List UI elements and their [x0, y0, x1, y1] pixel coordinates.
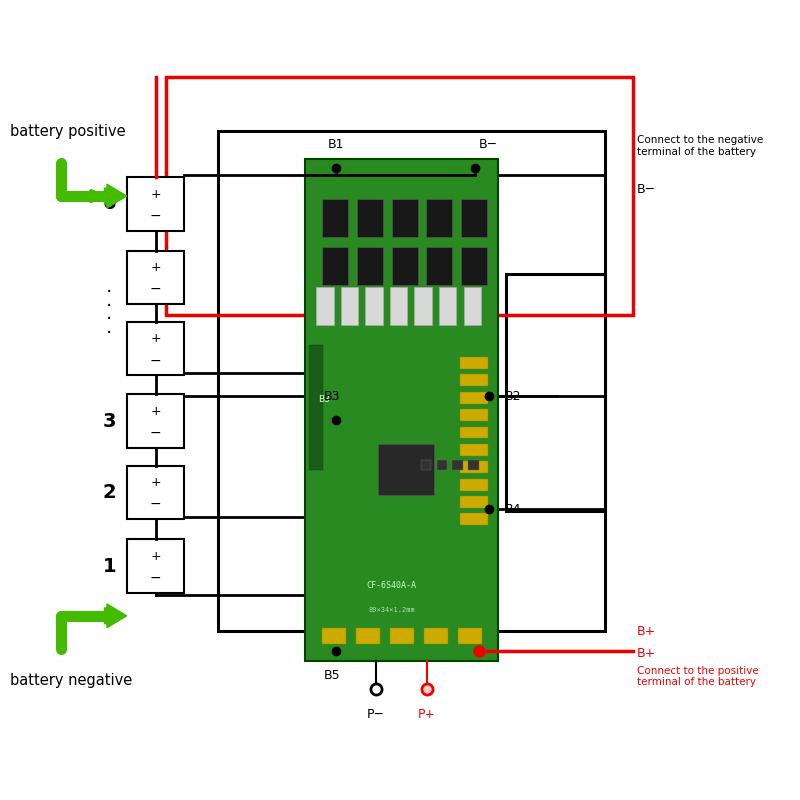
Bar — [126, 466, 185, 519]
Bar — [126, 322, 185, 375]
Text: 6: 6 — [102, 194, 116, 214]
FancyArrow shape — [105, 184, 126, 208]
Text: −: − — [150, 498, 162, 511]
Bar — [460, 357, 488, 369]
Text: B4: B4 — [505, 502, 521, 516]
Text: B−: B− — [637, 182, 656, 195]
Text: 1: 1 — [102, 557, 116, 575]
Text: −: − — [150, 209, 162, 222]
Text: B2: B2 — [505, 390, 521, 402]
Bar — [421, 460, 431, 470]
Bar — [366, 287, 383, 325]
Bar — [460, 462, 488, 473]
Bar — [126, 394, 185, 448]
Bar — [460, 392, 488, 403]
Bar — [426, 199, 453, 237]
Bar — [390, 628, 414, 643]
Bar — [390, 287, 407, 325]
FancyArrow shape — [105, 604, 126, 628]
Text: B−: B− — [478, 138, 498, 151]
Bar — [437, 460, 447, 470]
Text: ·
·
·
·: · · · · — [106, 283, 113, 343]
Text: B+: B+ — [637, 625, 656, 638]
Bar — [460, 496, 488, 508]
Bar — [356, 628, 380, 643]
Bar — [322, 246, 348, 285]
Bar — [461, 246, 487, 285]
Bar — [460, 374, 488, 386]
Bar — [468, 460, 478, 470]
Bar — [322, 199, 348, 237]
Text: +: + — [150, 550, 161, 563]
Text: CF-6S40A-A: CF-6S40A-A — [366, 582, 417, 590]
Text: Connect to the positive
terminal of the battery: Connect to the positive terminal of the … — [637, 666, 758, 687]
Bar — [391, 246, 418, 285]
Text: −: − — [150, 571, 162, 585]
Bar — [460, 514, 488, 526]
Bar — [460, 426, 488, 438]
Text: battery positive: battery positive — [10, 124, 126, 138]
Text: 3: 3 — [102, 412, 116, 431]
Text: −: − — [150, 282, 162, 296]
Text: +: + — [150, 476, 161, 490]
Bar — [378, 444, 434, 495]
Bar — [322, 628, 346, 643]
Bar — [309, 345, 322, 470]
Bar — [218, 131, 605, 631]
Bar — [460, 444, 488, 456]
Bar — [458, 628, 482, 643]
Bar — [126, 177, 185, 231]
Bar — [166, 78, 633, 314]
Text: B3: B3 — [324, 390, 341, 402]
Bar — [341, 287, 358, 325]
Text: Connect to the negative
terminal of the battery: Connect to the negative terminal of the … — [637, 135, 763, 157]
Text: 89×34×1.2mm: 89×34×1.2mm — [368, 606, 415, 613]
Bar — [439, 287, 456, 325]
Bar — [506, 274, 605, 510]
Bar — [126, 250, 185, 304]
Text: −: − — [150, 426, 162, 440]
Text: P−: P− — [366, 708, 385, 722]
Bar — [126, 539, 185, 593]
Bar — [453, 460, 462, 470]
Bar — [357, 246, 383, 285]
Bar — [424, 628, 448, 643]
Bar — [461, 199, 487, 237]
Text: B5: B5 — [324, 669, 341, 682]
Bar — [460, 478, 488, 490]
Bar — [391, 199, 418, 237]
Text: 2: 2 — [102, 483, 116, 502]
Text: B+: B+ — [637, 647, 656, 661]
Text: +: + — [150, 188, 161, 201]
Bar — [357, 199, 383, 237]
Bar — [426, 246, 453, 285]
Text: −: − — [150, 354, 162, 367]
Bar — [317, 287, 334, 325]
Text: B1: B1 — [328, 138, 345, 151]
Text: +: + — [150, 405, 161, 418]
Text: +: + — [150, 262, 161, 274]
Text: +: + — [150, 333, 161, 346]
Text: P+: P+ — [418, 708, 436, 722]
Bar — [305, 159, 498, 661]
Bar — [463, 287, 481, 325]
Text: battery negative: battery negative — [10, 673, 133, 688]
Bar — [460, 409, 488, 421]
Bar — [414, 287, 432, 325]
Text: B3: B3 — [318, 395, 330, 404]
